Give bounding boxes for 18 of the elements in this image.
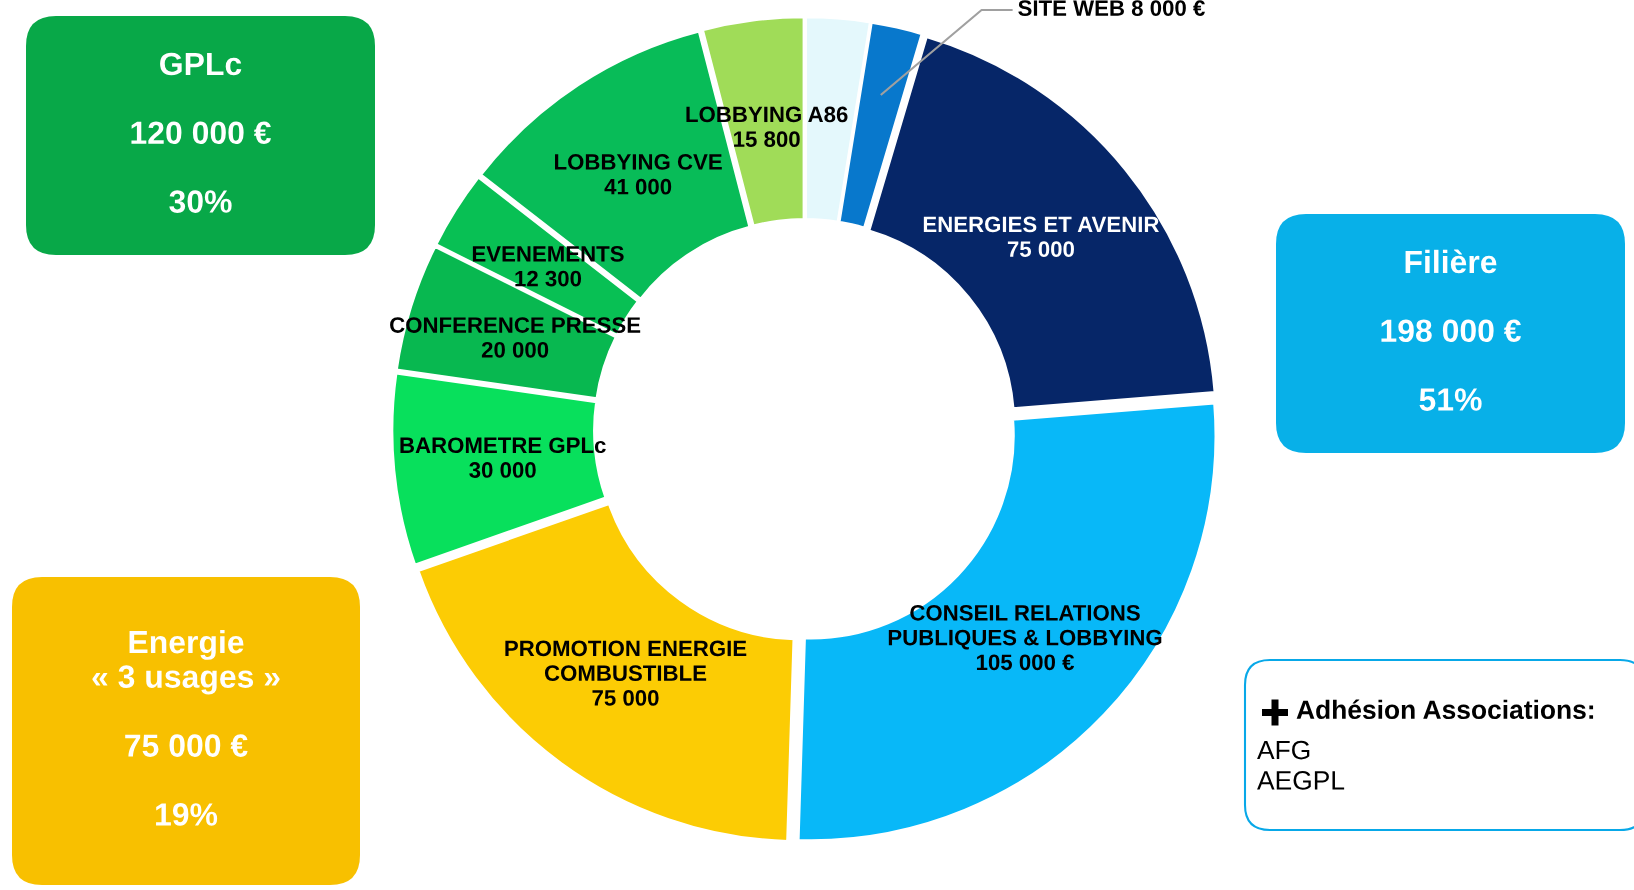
data-label: 75 000	[592, 690, 659, 706]
data-label: 105 000 €	[976, 654, 1075, 671]
slice-label: ENERGIES ET AVENIR	[923, 216, 1159, 233]
slice-label: SITE WEB 8 000 €	[1018, 0, 1205, 16]
text: Adhésion Associations:	[1296, 699, 1594, 720]
data-label: 30 000	[469, 462, 536, 478]
slice-label: LOBBYING CVE	[555, 154, 722, 170]
slice-label: PROMOTION ENERGIE COMBUSTIBLE	[505, 640, 747, 682]
text: GPLc 120 000 € 30%	[131, 52, 271, 213]
data-label: 41 000	[604, 178, 672, 195]
text: AFG AEGPL	[1257, 740, 1345, 790]
data-label: 20 000	[481, 341, 549, 358]
text: Energie « 3 usages » 75 000 € 19%	[92, 629, 280, 826]
slice-label: CONSEIL RELATIONS PUBLIQUES & LOBBYING	[888, 604, 1162, 650]
data-label: 15 800	[734, 131, 800, 148]
data-label: 75 000	[1007, 241, 1074, 257]
data-label: 12 300	[515, 270, 582, 287]
text: Filière 198 000 € 51%	[1381, 249, 1521, 411]
